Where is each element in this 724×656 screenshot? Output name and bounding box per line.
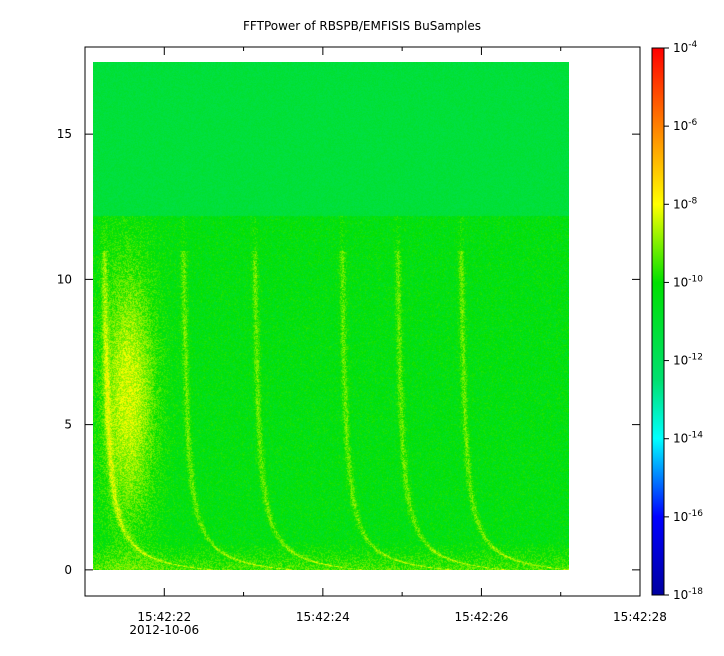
colorbar-tick-label: 10-12	[673, 353, 703, 368]
colorbar-axis: 10-4 10-6 10-8 10-10 10-12 10-14 10-16 10-18	[664, 40, 703, 602]
colorbar-tick-label: 10-6	[673, 118, 698, 133]
colorbar-tick-label: 10-14	[673, 431, 703, 446]
colorbar: 10-4 10-6 10-8 10-10 10-12 10-14 10-16 10-18	[651, 40, 703, 602]
colorbar-tick-label: 10-8	[673, 196, 698, 211]
y-tick-label: 15	[57, 127, 72, 141]
x-tick-label: 15:42:26	[454, 610, 508, 624]
y-tick-label: 5	[64, 418, 72, 432]
x-tick-label: 15:42:24	[296, 610, 350, 624]
plot-frame	[84, 46, 641, 597]
x-tick-label: 15:42:28	[613, 610, 667, 624]
spectrogram-image	[93, 62, 569, 570]
y-tick-label: 0	[64, 563, 72, 577]
colorbar-tick-label: 10-18	[673, 587, 703, 602]
colorbar-tick-label: 10-4	[673, 40, 698, 55]
x-tick-date-label: 2012-10-06	[129, 623, 199, 637]
chart-title: FFTPower of RBSPB/EMFISIS BuSamples	[243, 19, 481, 33]
colorbar-gradient	[652, 48, 664, 595]
spectrogram-data	[93, 62, 569, 570]
colorbar-tick-label: 10-16	[673, 509, 703, 524]
y-tick-label: 10	[57, 272, 72, 286]
x-tick-label: 15:42:22	[137, 610, 191, 624]
colorbar-tick-label: 10-10	[673, 274, 703, 289]
colorbar-frame	[651, 47, 665, 596]
y-axis: 0 5 10 15	[57, 127, 640, 577]
